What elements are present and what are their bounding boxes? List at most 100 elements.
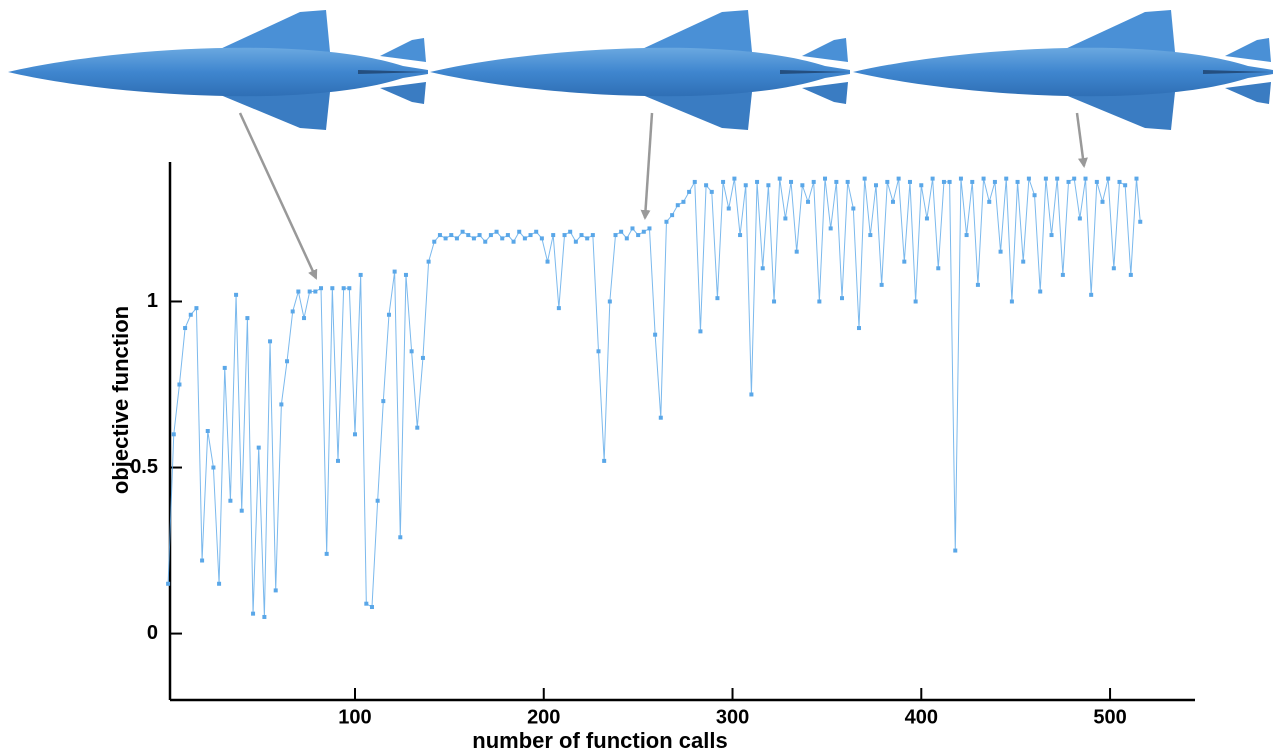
- chart: number of function calls objective funct…: [0, 0, 1273, 753]
- data-point: [325, 552, 329, 556]
- data-point: [721, 180, 725, 184]
- data-point: [466, 233, 470, 237]
- data-point: [817, 299, 821, 303]
- data-point: [342, 286, 346, 290]
- data-point: [647, 226, 651, 230]
- data-point: [404, 273, 408, 277]
- y-axis-title: objective function: [108, 306, 133, 494]
- data-point: [444, 236, 448, 240]
- data-point: [500, 236, 504, 240]
- data-point: [189, 313, 193, 317]
- data-point: [636, 233, 640, 237]
- data-point: [806, 200, 810, 204]
- data-point: [438, 233, 442, 237]
- data-point: [523, 236, 527, 240]
- data-point: [1055, 177, 1059, 181]
- data-point: [387, 313, 391, 317]
- data-point: [336, 459, 340, 463]
- data-point: [891, 200, 895, 204]
- data-point: [800, 183, 804, 187]
- data-point: [653, 333, 657, 337]
- data-point: [251, 612, 255, 616]
- data-point: [421, 356, 425, 360]
- data-point: [789, 180, 793, 184]
- data-point: [823, 177, 827, 181]
- y-tick-label: 0.5: [130, 456, 158, 478]
- data-point: [715, 296, 719, 300]
- data-point: [546, 260, 550, 264]
- data-point: [551, 233, 555, 237]
- data-point: [211, 466, 215, 470]
- data-point: [262, 615, 266, 619]
- data-point: [936, 266, 940, 270]
- data-point: [330, 286, 334, 290]
- data-point: [370, 605, 374, 609]
- x-tick-label: 300: [716, 706, 749, 728]
- data-point: [829, 226, 833, 230]
- data-point: [580, 233, 584, 237]
- data-point: [1112, 266, 1116, 270]
- data-point: [359, 273, 363, 277]
- data-point: [398, 535, 402, 539]
- data-point: [1004, 177, 1008, 181]
- data-point: [568, 230, 572, 234]
- data-point: [540, 236, 544, 240]
- data-point: [902, 260, 906, 264]
- data-point: [1038, 290, 1042, 294]
- data-point: [1016, 180, 1020, 184]
- data-point: [596, 349, 600, 353]
- data-point: [766, 183, 770, 187]
- data-point: [619, 230, 623, 234]
- data-point: [483, 240, 487, 244]
- data-point: [608, 299, 612, 303]
- data-point: [704, 183, 708, 187]
- data-point: [710, 190, 714, 194]
- data-point: [279, 402, 283, 406]
- data-point: [846, 180, 850, 184]
- data-point: [319, 286, 323, 290]
- data-point: [925, 216, 929, 220]
- data-point: [489, 233, 493, 237]
- data-point: [919, 183, 923, 187]
- data-point: [347, 286, 351, 290]
- data-point: [880, 283, 884, 287]
- data-point: [574, 240, 578, 244]
- data-point: [534, 230, 538, 234]
- data-point: [1010, 299, 1014, 303]
- data-point: [194, 306, 198, 310]
- data-point: [506, 233, 510, 237]
- data-point: [177, 383, 181, 387]
- data-point: [732, 177, 736, 181]
- data-point: [376, 499, 380, 503]
- data-point: [664, 220, 668, 224]
- data-point: [291, 309, 295, 313]
- data-point: [1044, 177, 1048, 181]
- data-point: [999, 250, 1003, 254]
- data-point: [687, 190, 691, 194]
- data-point: [602, 459, 606, 463]
- data-point: [942, 180, 946, 184]
- data-point: [840, 296, 844, 300]
- data-point: [783, 216, 787, 220]
- data-point: [857, 326, 861, 330]
- data-point: [982, 177, 986, 181]
- data-point: [1138, 220, 1142, 224]
- data-point: [206, 429, 210, 433]
- data-point: [1067, 180, 1071, 184]
- data-point: [512, 240, 516, 244]
- data-point: [897, 177, 901, 181]
- data-point: [427, 260, 431, 264]
- data-point: [495, 230, 499, 234]
- data-point: [908, 180, 912, 184]
- data-point: [517, 230, 521, 234]
- data-point: [755, 180, 759, 184]
- y-tick-label: 0: [147, 622, 158, 644]
- data-point: [1033, 193, 1037, 197]
- data-point: [364, 602, 368, 606]
- data-point: [1027, 177, 1031, 181]
- data-point: [642, 230, 646, 234]
- data-point: [681, 200, 685, 204]
- data-point: [1072, 177, 1076, 181]
- page: {"chart_data": {"type": "line", "xlabel"…: [0, 0, 1273, 753]
- data-point: [1123, 183, 1127, 187]
